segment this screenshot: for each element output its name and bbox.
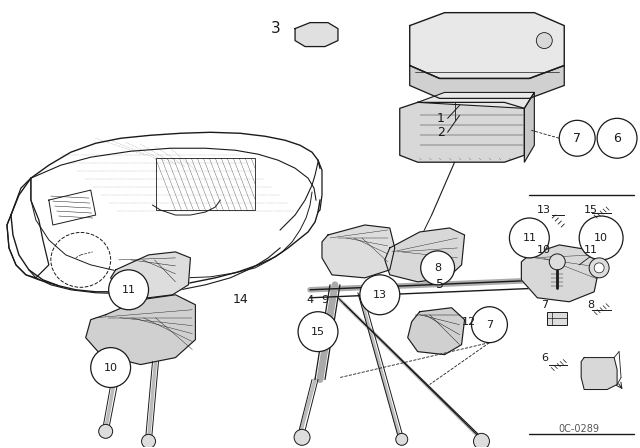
Text: 9: 9 (321, 295, 328, 305)
Polygon shape (524, 92, 534, 162)
Text: 15: 15 (584, 205, 598, 215)
Text: 15: 15 (311, 327, 325, 336)
Circle shape (594, 263, 604, 273)
Circle shape (559, 121, 595, 156)
Text: 10: 10 (538, 245, 551, 255)
Text: 13: 13 (538, 205, 551, 215)
Text: 5: 5 (436, 278, 444, 291)
Text: 2: 2 (436, 126, 445, 139)
Text: 8: 8 (588, 300, 595, 310)
Circle shape (298, 312, 338, 352)
Text: 7: 7 (541, 300, 548, 310)
Text: 7: 7 (486, 320, 493, 330)
Polygon shape (410, 13, 564, 78)
Text: 11: 11 (522, 233, 536, 243)
Polygon shape (111, 252, 191, 298)
Circle shape (360, 275, 400, 314)
Text: 12: 12 (461, 317, 476, 327)
Text: 3: 3 (271, 21, 281, 36)
Text: 11: 11 (122, 285, 136, 295)
Circle shape (509, 218, 549, 258)
Text: 14: 14 (232, 293, 248, 306)
Circle shape (549, 254, 565, 270)
Polygon shape (295, 23, 338, 47)
Polygon shape (86, 295, 195, 365)
Circle shape (597, 118, 637, 158)
Text: 6: 6 (541, 353, 548, 362)
Circle shape (91, 348, 131, 388)
Polygon shape (408, 308, 465, 355)
Polygon shape (581, 358, 617, 389)
Text: 8: 8 (434, 263, 441, 273)
Circle shape (396, 433, 408, 445)
Circle shape (99, 424, 113, 438)
Text: 10: 10 (594, 233, 608, 243)
Circle shape (294, 429, 310, 445)
Text: 13: 13 (373, 290, 387, 300)
Circle shape (109, 270, 148, 310)
Text: 1: 1 (436, 112, 445, 125)
Polygon shape (385, 228, 465, 282)
Text: 10: 10 (104, 362, 118, 373)
Polygon shape (522, 245, 599, 302)
Text: 11: 11 (584, 245, 598, 255)
Polygon shape (418, 92, 534, 108)
Circle shape (420, 251, 454, 285)
Text: 6: 6 (613, 132, 621, 145)
Text: 7: 7 (573, 132, 581, 145)
Text: 4: 4 (307, 295, 314, 305)
Circle shape (141, 435, 156, 448)
Circle shape (536, 33, 552, 48)
Circle shape (472, 307, 508, 343)
Polygon shape (547, 312, 567, 325)
Polygon shape (322, 225, 395, 278)
Circle shape (579, 216, 623, 260)
Text: 0C-0289: 0C-0289 (559, 424, 600, 435)
Circle shape (589, 258, 609, 278)
Polygon shape (410, 65, 564, 99)
Polygon shape (400, 103, 524, 162)
Circle shape (474, 433, 490, 448)
